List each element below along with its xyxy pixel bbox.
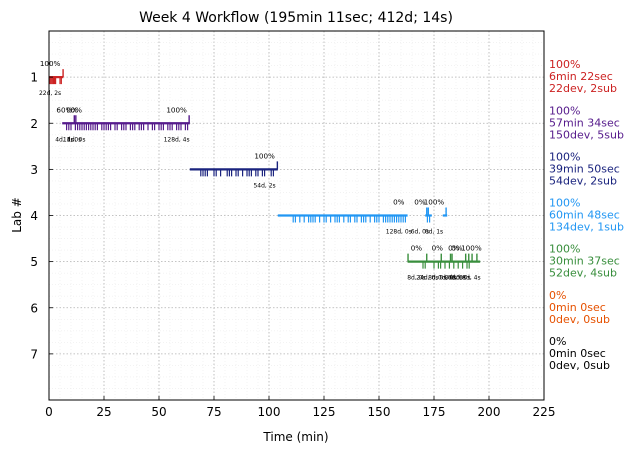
y-axis-label: Lab # [10,197,24,233]
lab-2-score-label: 0% [66,105,78,114]
lab-1-summary-line: 6min 22sec [549,70,613,83]
lab-4-count-label: 6d, 0s [411,229,429,236]
lab-6-summary-line: 0% [549,289,566,302]
lab-5-score-label: 0% [451,244,463,253]
lab-5-score-label: 100% [461,244,482,253]
x-tick-label: 25 [96,405,111,419]
lab-1-summary-line: 100% [549,58,580,71]
lab-5-count-label: 8d, 0s [428,275,446,282]
lab-3-summary-line: 100% [549,150,580,163]
plot-marks: 100% 22d, 2s 60% 4d, 1s 0% 1d, 0s 0% 1d, 0s 100%… [39,59,482,282]
x-tick-label: 100 [258,405,281,419]
lab-1-summary-line: 22dev, 2sub [549,82,617,95]
lab-2-count-label: 1d, 0s [67,136,85,143]
lab-7-summary-line: 0min 0sec [549,347,606,360]
lab-2-count-label: 1d, 0s [63,136,81,143]
lab-5-summary-line: 30min 37sec [549,255,620,268]
y-axis: 1 2 3 4 5 6 7 [30,71,53,361]
lab-1-series: 100% 22d, 2s [39,59,64,97]
x-tick-label: 125 [313,405,336,419]
lab-5-count-label: 8d, 0s [445,275,463,282]
chart-title: Week 4 Workflow (195min 11sec; 412d; 14s… [139,10,453,26]
lab-4-score-label: 0% [393,198,405,207]
y-tick-label: 3 [30,163,38,177]
lab-3-count-label: 54d, 2s [253,182,275,189]
lab-5-count-label: 8d, 0s [407,275,425,282]
lab-5-count-label: 0d, 0s [448,275,466,282]
x-axis: 0 25 50 75 100 125 150 175 200 225 [45,396,555,419]
lab-3-summary-line: 39min 50sec [549,162,620,175]
lab-2-score-label: 0% [71,105,83,114]
lab-4-count-label: 128d, 0s [386,229,412,236]
lab-2-summary-line: 57min 34sec [549,116,620,129]
lab-4-summary-line: 134dev, 1sub [549,221,624,234]
lab-1-count-label: 22d, 2s [39,90,61,97]
lab-4-summary-line: 100% [549,197,580,210]
lab-6-summary-line: 0min 0sec [549,301,606,314]
y-tick-label: 6 [30,301,38,315]
x-tick-label: 50 [151,405,166,419]
lab-4-score-label: 0% [414,198,426,207]
lab-2-count-label: 4d, 1s [55,136,73,143]
x-tick-label: 225 [533,405,556,419]
y-tick-label: 1 [30,71,38,85]
x-tick-label: 75 [206,405,221,419]
lab-7-summary-line: 0dev, 0sub [549,359,610,372]
y-tick-label: 5 [30,255,38,269]
lab-5-count-label: 24d, 0s [416,275,438,282]
lab-5-count-label: 8d, 4s [462,275,480,282]
lab-2-score-label: 60% [56,105,72,114]
lab-3-score-label: 100% [254,151,275,160]
lab-4-series: 0% 128d, 0s 0% 6d, 0s 100% 0d, 1s [277,198,448,236]
y-tick-label: 4 [30,209,38,223]
lab-3-summary-line: 54dev, 2sub [549,174,617,187]
lab-5-score-label: 0% [432,244,444,253]
lab-2-summary-line: 150dev, 5sub [549,128,624,141]
lab-5-score-label: 0% [448,244,460,253]
x-tick-label: 0 [45,405,53,419]
lab-6-summary-line: 0dev, 0sub [549,313,610,326]
lab-2-score-label: 100% [166,105,187,114]
x-tick-label: 150 [368,405,391,419]
lab-1-score-label: 100% [40,59,61,68]
lab-2-count-label: 128d, 4s [164,136,190,143]
lab-4-count-label: 0d, 1s [425,229,443,236]
x-tick-label: 175 [423,405,446,419]
lab-4-summary-line: 60min 48sec [549,209,620,222]
lab-5-summary-line: 100% [549,243,580,256]
lab-5-summary-line: 52dev, 4sub [549,267,617,280]
lab-5-count-label: 0d, 0s [438,275,456,282]
lab-5-score-label: 0% [411,244,423,253]
lab-7-summary-line: 0% [549,335,566,348]
lab-2-summary-line: 100% [549,104,580,117]
y-tick-label: 7 [30,347,38,361]
lab-4-score-label: 100% [424,198,445,207]
lab-5-count-label: 8d, 0s [452,275,470,282]
y-tick-label: 2 [30,117,38,131]
lab-3-series: 100% 54d, 2s [189,151,279,189]
lab-2-series: 60% 4d, 1s 0% 1d, 0s 0% 1d, 0s 100% 128d, 4s [55,105,190,143]
x-axis-label: Time (min) [262,430,328,444]
x-tick-label: 200 [478,405,501,419]
